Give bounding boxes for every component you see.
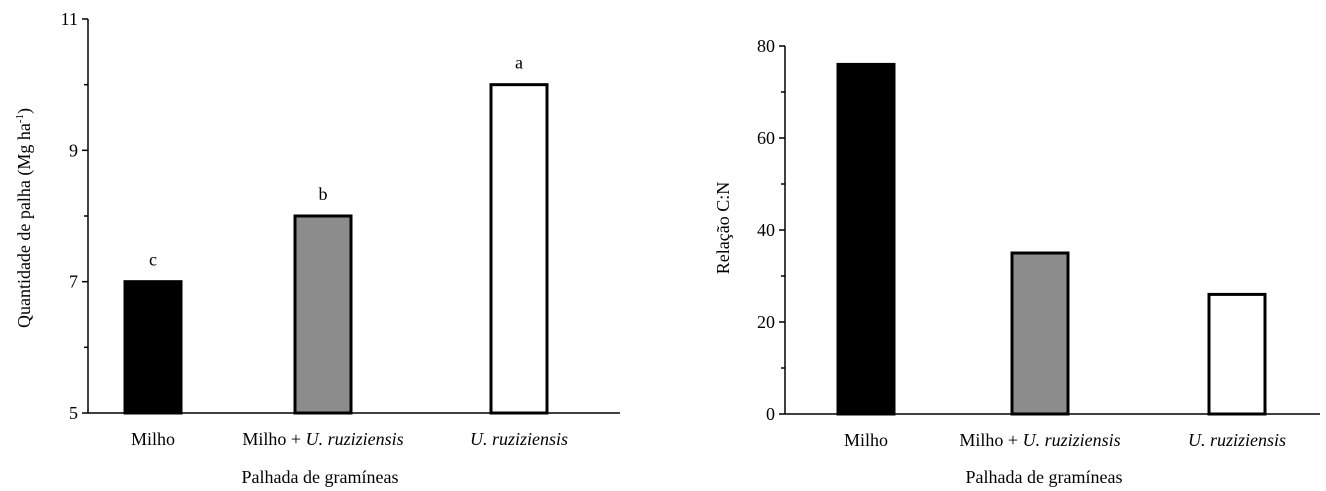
category-label: Milho + U. ruziziensis [959,430,1120,450]
bar [1207,292,1267,416]
y-tick-label: 60 [757,128,775,148]
category-label: U. ruziziensis [470,429,568,449]
chart-cn-ratio: Relação C:N Palhada de gramíneas 0 20 40 60… [713,36,1320,487]
y-axis-label: Relação C:N [713,182,733,274]
bar [489,83,549,415]
bar [1010,251,1070,416]
y-tick-label: 9 [69,140,78,160]
category-label: Milho + U. ruziziensis [242,429,403,449]
significance-label: c [149,250,157,270]
y-tick-label: 80 [757,36,775,56]
y-tick-label: 7 [69,272,78,292]
x-axis-label: Palhada de gramíneas [242,467,399,487]
significance-label: a [515,53,523,73]
category-label: U. ruziziensis [1188,430,1286,450]
bar [293,214,353,415]
category-label: Milho [131,429,175,449]
y-axis-label: Quantidade de palha (Mg ha-1) [14,108,35,328]
chart-straw-quantity: Quantidade de palha (Mg ha-1) Palhada de… [14,9,620,487]
y-tick-label: 5 [69,403,78,423]
category-label: Milho [844,430,888,450]
x-axis-label: Palhada de gramíneas [966,467,1123,487]
y-tick-label: 20 [757,312,775,332]
y-tick-label: 11 [61,9,78,29]
y-tick-label: 0 [766,404,775,424]
bar [836,62,896,416]
y-tick-label: 40 [757,220,775,240]
bar [123,280,183,415]
significance-label: b [319,184,328,204]
